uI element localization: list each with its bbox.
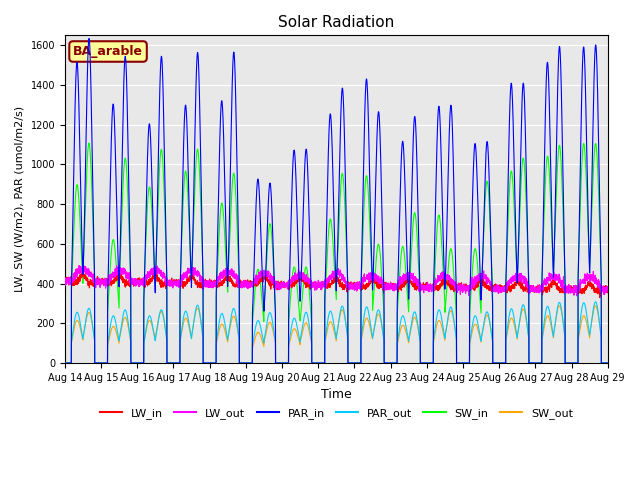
Title: Solar Radiation: Solar Radiation: [278, 15, 394, 30]
Y-axis label: LW, SW (W/m2), PAR (umol/m2/s): LW, SW (W/m2), PAR (umol/m2/s): [15, 106, 25, 292]
Legend: LW_in, LW_out, PAR_in, PAR_out, SW_in, SW_out: LW_in, LW_out, PAR_in, PAR_out, SW_in, S…: [95, 403, 577, 423]
X-axis label: Time: Time: [321, 388, 352, 401]
Text: BA_arable: BA_arable: [73, 45, 143, 58]
